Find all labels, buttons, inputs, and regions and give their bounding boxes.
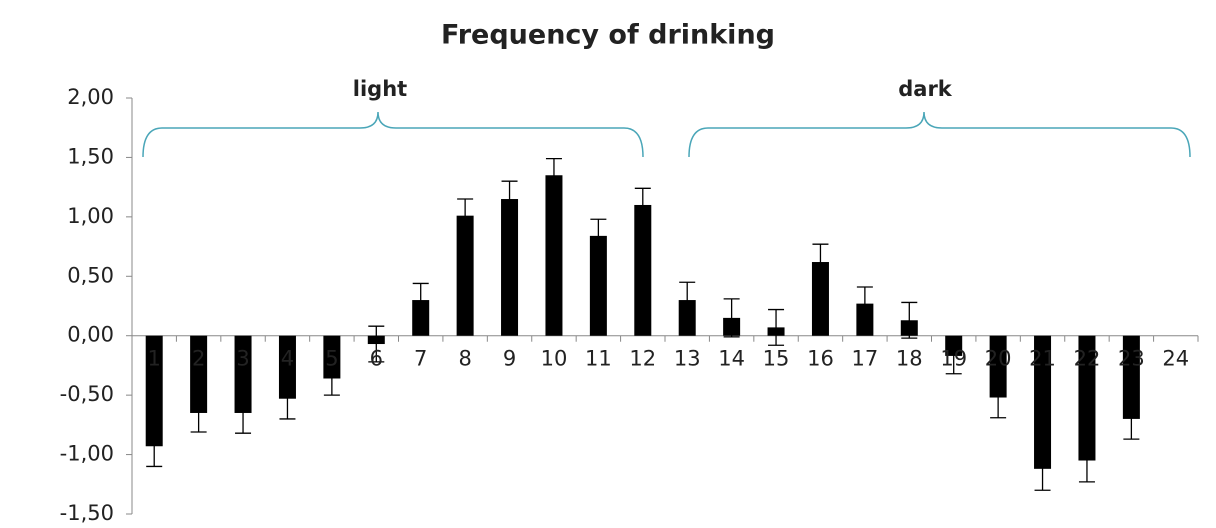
bar bbox=[456, 215, 474, 336]
x-tick-label: 18 bbox=[896, 347, 923, 371]
bar bbox=[589, 235, 607, 336]
error-bar bbox=[990, 376, 1007, 419]
error-bar bbox=[768, 308, 785, 346]
bar bbox=[989, 335, 1007, 398]
x-tick-label: 17 bbox=[852, 347, 879, 371]
bar bbox=[145, 335, 163, 447]
x-tick-label: 20 bbox=[985, 347, 1012, 371]
y-tick-label: 0,00 bbox=[67, 323, 114, 347]
x-tick-label: 4 bbox=[281, 347, 294, 371]
annotation: dark bbox=[898, 77, 953, 101]
x-tick-label: 24 bbox=[1162, 347, 1189, 371]
bar bbox=[234, 335, 252, 413]
y-tick-label: -1,50 bbox=[60, 501, 114, 525]
error-bar bbox=[190, 393, 207, 433]
bar bbox=[545, 175, 563, 336]
bar bbox=[412, 300, 430, 336]
error-bar bbox=[1034, 446, 1051, 491]
error-bar bbox=[1123, 398, 1140, 440]
error-bar bbox=[723, 298, 740, 338]
x-tick-label: 1 bbox=[148, 347, 161, 371]
x-tick-label: 10 bbox=[541, 347, 568, 371]
annotation: light bbox=[353, 77, 407, 101]
x-tick-label: 2 bbox=[192, 347, 205, 371]
y-tick-label: 0,50 bbox=[67, 263, 114, 287]
y-tick-label: -0,50 bbox=[60, 382, 114, 406]
error-bar bbox=[812, 243, 829, 281]
chart-title: Frequency of drinking bbox=[441, 20, 775, 51]
error-bar bbox=[1078, 438, 1095, 483]
bar bbox=[323, 335, 341, 379]
bar bbox=[634, 204, 652, 336]
x-tick-label: 7 bbox=[414, 347, 427, 371]
y-tick-label: 1,50 bbox=[67, 144, 114, 168]
error-bar bbox=[856, 286, 873, 321]
x-tick-label: 6 bbox=[370, 347, 383, 371]
y-tick-label: -1,00 bbox=[60, 442, 114, 466]
x-tick-label: 23 bbox=[1118, 347, 1145, 371]
error-bar bbox=[945, 337, 962, 375]
x-tick-label: 11 bbox=[585, 347, 612, 371]
x-tick-label: 9 bbox=[503, 347, 516, 371]
error-bar bbox=[901, 301, 918, 339]
bar bbox=[278, 335, 296, 399]
x-tick-label: 16 bbox=[807, 347, 834, 371]
x-tick-label: 3 bbox=[236, 347, 249, 371]
x-tick-label: 21 bbox=[1029, 347, 1056, 371]
bar bbox=[1078, 335, 1096, 461]
error-bar bbox=[412, 282, 429, 318]
error-bar bbox=[679, 281, 696, 319]
x-tick-label: 8 bbox=[458, 347, 471, 371]
x-tick-label: 14 bbox=[718, 347, 745, 371]
x-tick-label: 15 bbox=[763, 347, 790, 371]
error-bar bbox=[590, 218, 607, 254]
y-tick-label: 1,00 bbox=[67, 204, 114, 228]
x-tick-label: 5 bbox=[325, 347, 338, 371]
error-bar bbox=[146, 425, 163, 468]
bar bbox=[1034, 335, 1052, 469]
error-bar bbox=[457, 198, 474, 233]
error-bar bbox=[501, 180, 518, 218]
x-tick-label: 19 bbox=[940, 347, 967, 371]
x-tick-label: 12 bbox=[629, 347, 656, 371]
error-bar bbox=[368, 325, 385, 363]
x-tick-label: 13 bbox=[674, 347, 701, 371]
light-brace bbox=[142, 111, 644, 158]
bar bbox=[501, 199, 519, 336]
error-bar bbox=[634, 187, 651, 223]
dark-brace bbox=[688, 111, 1191, 158]
error-bar bbox=[279, 377, 296, 420]
x-tick-label: 22 bbox=[1074, 347, 1101, 371]
y-tick-label: 2,00 bbox=[67, 85, 114, 109]
error-bar bbox=[235, 392, 252, 434]
error-bar bbox=[323, 361, 340, 396]
error-bar bbox=[545, 157, 562, 193]
